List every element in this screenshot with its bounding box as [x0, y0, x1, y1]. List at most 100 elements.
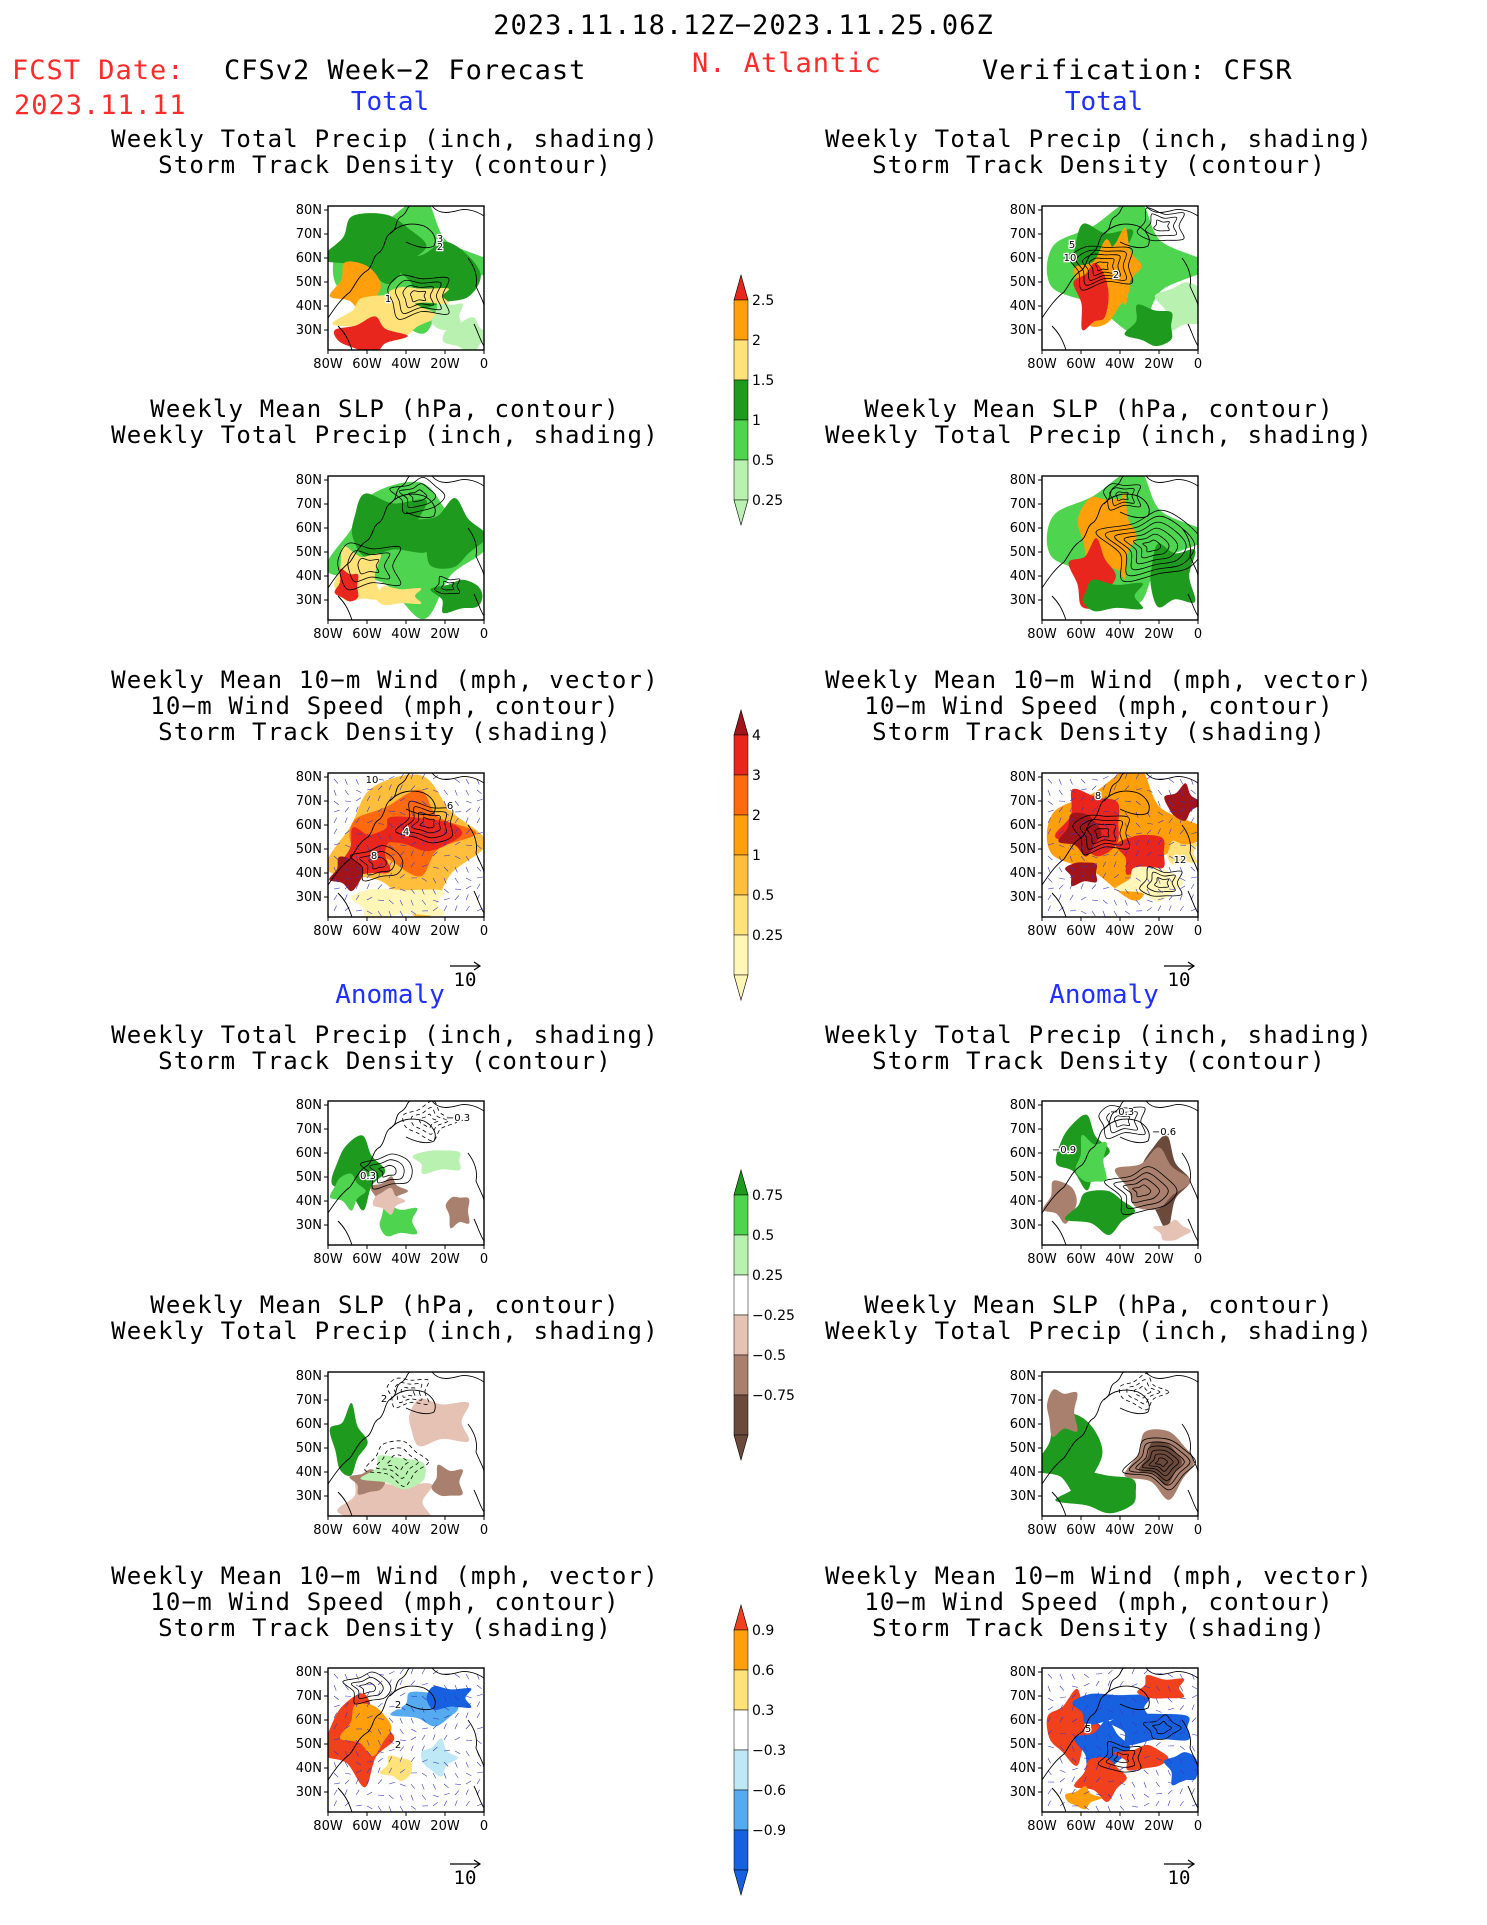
wind-vector — [1155, 1781, 1160, 1787]
wind-vector — [465, 1673, 470, 1680]
wind-vector — [410, 773, 414, 780]
wind-vector — [432, 866, 439, 869]
wind-vector — [432, 1717, 439, 1720]
lat-label: 70N — [296, 1689, 322, 1704]
lat-label: 40N — [296, 1465, 322, 1480]
contour-label: 0.3 — [360, 1171, 376, 1182]
wind-vector — [366, 883, 370, 890]
lon-label: 40W — [391, 1819, 421, 1834]
wind-vector — [1080, 872, 1085, 879]
wind-vector — [443, 866, 449, 872]
lat-label: 60N — [296, 1417, 322, 1432]
africa-coast — [1187, 1489, 1199, 1513]
wind-vector — [355, 1778, 359, 1785]
coastline — [1041, 772, 1199, 918]
wind-vector — [443, 1684, 448, 1690]
wind-vector — [1059, 1704, 1064, 1711]
contour-label: 4 — [403, 827, 409, 838]
wind-vector — [333, 1738, 340, 1741]
wind-vector — [465, 885, 472, 890]
wind-vector — [443, 789, 448, 795]
shaded-region — [1163, 1752, 1198, 1786]
wind-vector — [1069, 883, 1073, 890]
africa-coast — [473, 323, 485, 347]
map-fields: 10 4 6 8 — [328, 773, 484, 917]
wind-vector — [1191, 1803, 1198, 1807]
wind-vector — [465, 866, 469, 873]
lon-label: 80W — [313, 1252, 343, 1267]
wind-vector — [1095, 1721, 1101, 1727]
wind-vector — [388, 1748, 395, 1752]
wind-vector — [1179, 1705, 1185, 1711]
map-area: 80N 70N 60N 50N 40N 30N 80W 60W 40W 20W 0 — [1010, 473, 1202, 642]
contour-line — [402, 285, 434, 309]
wind-vector — [333, 1800, 337, 1807]
colorbar-box — [733, 379, 749, 421]
wind-vector — [344, 789, 349, 796]
colorbar-label: 1 — [752, 848, 761, 864]
wind-vector — [333, 1712, 337, 1719]
wind-vector — [454, 778, 461, 783]
wind-vector — [377, 1728, 382, 1735]
wind-vector — [388, 1782, 395, 1785]
wind-vector — [1124, 861, 1129, 868]
title-line-3: Storm Track Density (shading) — [872, 1614, 1326, 1642]
wind-vector — [410, 822, 414, 829]
greenland-coast — [1103, 1118, 1150, 1144]
wind-vector — [1131, 1769, 1138, 1771]
europe-coast — [1181, 527, 1199, 577]
wind-vector — [344, 1673, 348, 1680]
colorbar-label: 0.6 — [752, 1663, 774, 1679]
wind-vector — [1143, 1709, 1148, 1716]
wind-vector — [421, 899, 426, 905]
wind-vector — [1157, 905, 1162, 912]
wind-vector — [1190, 883, 1195, 890]
colorbar-label: 3 — [752, 768, 761, 784]
wind-vector — [1069, 894, 1074, 901]
wind-vector — [1119, 1741, 1125, 1747]
shaded-region — [329, 1402, 368, 1477]
contour-label: 12 — [1174, 855, 1187, 866]
wind-vector — [1155, 1769, 1159, 1776]
wind-vector — [1059, 1732, 1066, 1735]
wind-vector — [1135, 788, 1142, 791]
wind-vector — [1047, 1788, 1052, 1795]
wind-vector — [432, 1746, 438, 1752]
wind-vector — [1047, 887, 1054, 890]
wind-vector — [476, 806, 481, 813]
lat-label: 80N — [296, 770, 322, 785]
lon-label: 20W — [430, 1252, 460, 1267]
title-line-2: Weekly Total Precip (inch, shading) — [111, 421, 659, 449]
wind-vector — [465, 829, 471, 835]
lat-label: 60N — [296, 1713, 322, 1728]
wind-vector — [377, 785, 383, 791]
wind-vector — [1143, 1755, 1150, 1759]
shaded-region — [1043, 1180, 1077, 1224]
wind-vector — [1091, 855, 1098, 859]
wind-vector — [443, 897, 450, 901]
colorbar-label: −0.5 — [752, 1348, 786, 1364]
lat-label: 60N — [296, 1146, 322, 1161]
wind-vector — [421, 1734, 426, 1741]
wind-vector — [1119, 1752, 1123, 1759]
colorbar-label: −0.6 — [752, 1783, 786, 1799]
lon-label: 20W — [1144, 1252, 1174, 1267]
contour-line — [337, 542, 402, 591]
wind-vector — [1179, 1673, 1184, 1680]
contour-line — [359, 850, 396, 876]
wind-vector — [333, 828, 338, 835]
wind-vector — [1191, 1717, 1197, 1723]
colorbar-box — [733, 1749, 749, 1791]
wind-vector — [454, 1750, 461, 1755]
wind-vector — [1058, 778, 1062, 785]
wind-vector — [1167, 1673, 1174, 1678]
f-anom-3-title: Weekly Mean 10−m Wind (mph, vector) 10−m… — [0, 1563, 770, 1641]
wind-vector — [355, 1701, 359, 1708]
wind-vector — [465, 844, 472, 846]
wind-vector — [1131, 1805, 1138, 1808]
lat-label: 50N — [296, 1441, 322, 1456]
wind-vector — [388, 861, 393, 868]
wind-vector — [432, 1684, 439, 1688]
forecast-anomaly-heading: Anomaly — [335, 980, 445, 1010]
wind-vector — [1168, 841, 1175, 846]
